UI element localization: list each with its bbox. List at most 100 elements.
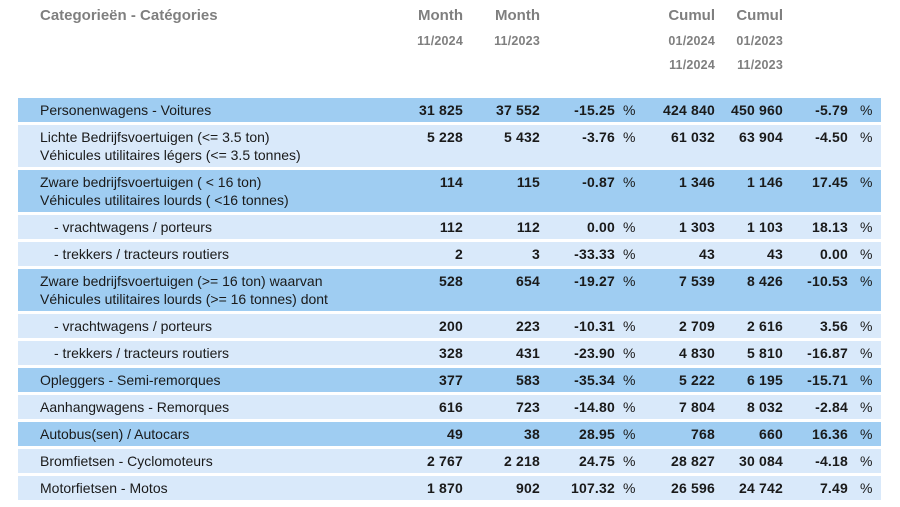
cumul-percent-value: 16.36 — [811, 426, 848, 442]
category-label-line1: Autobus(sen) / Autocars — [40, 426, 190, 442]
month-percent-value: 28.95 — [578, 426, 615, 442]
cumul-percent-value: -4.50 — [815, 129, 848, 145]
cumul-previous-value: 24 742 — [738, 480, 783, 496]
month-percent-sign: % — [623, 453, 636, 469]
category-label-line1: Zware bedrijfsvoertuigen ( < 16 ton) — [40, 174, 262, 190]
month-current-value: 1 870 — [426, 480, 463, 496]
cumul-previous-title: Cumul — [736, 7, 783, 24]
cumul-percent-value: 3.56 — [819, 318, 848, 334]
month-current-value: 528 — [439, 273, 463, 289]
month-percent-sign: % — [623, 480, 636, 496]
cumul-percent-value: -15.71 — [807, 372, 848, 388]
cumul-percent-value: -16.87 — [807, 345, 848, 361]
category-label: Zware bedrijfsvoertuigen ( < 16 ton) Véh… — [18, 173, 348, 209]
cumul-percent-sign-header — [848, 7, 881, 95]
category-label-line1: Aanhangwagens - Remorques — [40, 399, 230, 415]
category-label: - vrachtwagens / porteurs — [18, 317, 348, 335]
cumul-current-value: 4 830 — [678, 345, 715, 361]
month-percent-sign: % — [623, 399, 636, 415]
cumul-current-value: 1 346 — [678, 174, 715, 190]
month-previous-value: 223 — [516, 318, 540, 334]
category-label-line1: - vrachtwagens / porteurs — [54, 219, 212, 235]
cumul-previous-value: 8 426 — [746, 273, 783, 289]
month-current-value: 2 — [455, 246, 463, 262]
month-previous-period: 11/2023 — [494, 34, 540, 48]
category-label: Motorfietsen - Motos — [18, 479, 348, 497]
month-current-title: Month — [418, 7, 463, 24]
cumul-percent-sign: % — [860, 273, 873, 289]
month-percent-sign: % — [623, 345, 636, 361]
month-previous-value: 38 — [524, 426, 540, 442]
month-current-value: 200 — [439, 318, 463, 334]
month-previous-value: 115 — [516, 174, 540, 190]
category-label-line1: Personenwagens - Voitures — [40, 102, 212, 118]
month-percent-value: -35.34 — [574, 372, 615, 388]
category-label: Lichte Bedrijfsvoertuigen (<= 3.5 ton) V… — [18, 128, 348, 164]
category-label-line1: - trekkers / tracteurs routiers — [54, 246, 230, 262]
cumul-previous-period-from: 01/2023 — [736, 34, 783, 48]
category-label: - vrachtwagens / porteurs — [18, 218, 348, 236]
month-previous-value: 902 — [516, 480, 540, 496]
month-percent-value: -33.33 — [574, 246, 615, 262]
month-current-value: 31 825 — [418, 102, 463, 118]
category-label-line1: - trekkers / tracteurs routiers — [54, 345, 230, 361]
cumul-current-period-from: 01/2024 — [668, 34, 715, 48]
cumul-previous-value: 43 — [767, 246, 783, 262]
category-label: Autobus(sen) / Autocars — [18, 425, 348, 443]
category-label-line2: Véhicules utilitaires légers (<= 3.5 ton… — [40, 147, 301, 163]
table-row: Bromfietsen - Cyclomoteurs 2 767 2 218 2… — [18, 449, 881, 473]
cumul-current-value: 26 596 — [670, 480, 715, 496]
month-previous-title: Month — [495, 7, 540, 24]
month-percent-value: -23.90 — [574, 345, 615, 361]
cumul-percent-sign: % — [860, 426, 873, 442]
month-percent-value: -15.25 — [574, 102, 615, 118]
table-row: Lichte Bedrijfsvoertuigen (<= 3.5 ton) V… — [18, 125, 881, 167]
category-label-line1: - vrachtwagens / porteurs — [54, 318, 212, 334]
category-label-line1: Motorfietsen - Motos — [40, 480, 168, 496]
table-row: - trekkers / tracteurs routiers 2 3 -33.… — [18, 242, 881, 266]
month-current-period: 11/2024 — [417, 34, 463, 48]
table-row: Zware bedrijfsvoertuigen (>= 16 ton) waa… — [18, 269, 881, 311]
cumul-current-value: 61 032 — [670, 129, 715, 145]
month-current-column-header: Month 11/2024 — [348, 7, 463, 95]
cumul-previous-value: 660 — [759, 426, 783, 442]
month-current-value: 2 767 — [426, 453, 463, 469]
month-percent-sign: % — [623, 174, 636, 190]
month-current-value: 114 — [439, 174, 463, 190]
month-percent-sign: % — [623, 426, 636, 442]
month-current-value: 616 — [439, 399, 463, 415]
category-label: Aanhangwagens - Remorques — [18, 398, 348, 416]
month-current-value: 5 228 — [426, 129, 463, 145]
table-row: - vrachtwagens / porteurs 112 112 0.00 %… — [18, 215, 881, 239]
month-percent-value: -10.31 — [574, 318, 615, 334]
month-percent-sign: % — [623, 318, 636, 334]
table-row: Motorfietsen - Motos 1 870 902 107.32 % … — [18, 476, 881, 500]
category-label-line1: Lichte Bedrijfsvoertuigen (<= 3.5 ton) — [40, 129, 270, 145]
cumul-previous-value: 1 146 — [746, 174, 783, 190]
cumul-percent-sign: % — [860, 345, 873, 361]
month-previous-value: 3 — [532, 246, 540, 262]
month-current-value: 328 — [439, 345, 463, 361]
month-percent-sign: % — [623, 372, 636, 388]
cumul-percent-value: 17.45 — [811, 174, 848, 190]
month-previous-value: 112 — [516, 219, 540, 235]
cumul-current-value: 2 709 — [678, 318, 715, 334]
month-percent-sign: % — [623, 273, 636, 289]
cumul-percent-value: 18.13 — [811, 219, 848, 235]
cumul-current-value: 768 — [691, 426, 715, 442]
cumul-previous-value: 1 103 — [746, 219, 783, 235]
cumul-previous-value: 8 032 — [746, 399, 783, 415]
category-label: - trekkers / tracteurs routiers — [18, 344, 348, 362]
month-percent-value: 107.32 — [570, 480, 615, 496]
category-label-line1: Opleggers - Semi-remorques — [40, 372, 221, 388]
month-percent-value: -3.76 — [582, 129, 615, 145]
month-percent-value: 24.75 — [578, 453, 615, 469]
cumul-percent-value: -10.53 — [807, 273, 848, 289]
month-previous-value: 723 — [516, 399, 540, 415]
cumul-previous-value: 30 084 — [738, 453, 783, 469]
month-previous-value: 583 — [516, 372, 540, 388]
cumul-percent-value: -2.84 — [815, 399, 848, 415]
month-previous-value: 2 218 — [503, 453, 540, 469]
month-percent-sign: % — [623, 129, 636, 145]
